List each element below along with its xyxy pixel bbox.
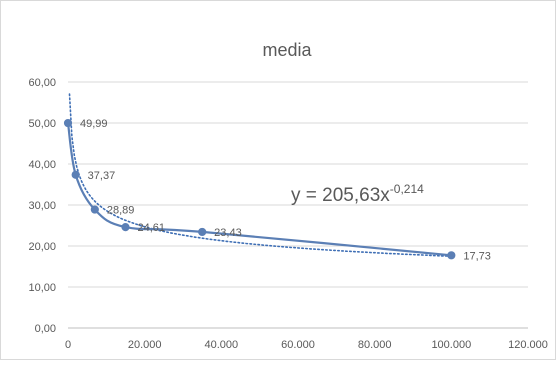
series-layer xyxy=(63,118,456,260)
trendline-layer xyxy=(68,93,453,258)
data-label: 37,37 xyxy=(88,170,116,182)
x-tick-label: 120.000 xyxy=(508,339,548,351)
y-tick-label: 50,00 xyxy=(28,118,56,130)
data-label: 24,61 xyxy=(138,222,166,234)
x-tick-label: 0 xyxy=(65,339,71,351)
data-point xyxy=(90,205,99,214)
data-point xyxy=(198,227,207,237)
y-tick-label: 20,00 xyxy=(28,241,56,253)
x-tick-label: 80.000 xyxy=(358,339,392,351)
gridlines xyxy=(68,81,528,288)
y-tick-label: 0,00 xyxy=(35,323,56,335)
chart-title: media xyxy=(262,40,312,60)
y-tick-label: 10,00 xyxy=(28,282,56,294)
data-point xyxy=(121,222,130,232)
trendline-equation: y = 205,63x-0,214 xyxy=(291,182,424,206)
x-tick-label: 40.000 xyxy=(205,339,239,351)
trendline-equation-exponent: -0,214 xyxy=(390,182,424,196)
data-point xyxy=(63,118,73,128)
data-point xyxy=(71,170,80,179)
data-label: 23,43 xyxy=(214,227,242,239)
axes: 0,00 10,00 20,00 30,00 40,00 50,00 60,00 0 20.00… xyxy=(28,77,547,351)
y-tick-label: 40,00 xyxy=(28,159,56,171)
trendline-equation-base: y = 205,63x xyxy=(291,185,390,206)
data-label: 49,99 xyxy=(80,118,108,130)
x-tick-label: 20.000 xyxy=(128,339,162,351)
y-tick-label: 60,00 xyxy=(28,77,56,89)
data-point xyxy=(447,251,456,260)
trendline xyxy=(68,93,453,258)
data-label: 28,89 xyxy=(107,205,135,217)
data-label: 17,73 xyxy=(463,250,491,262)
x-tick-label: 100.000 xyxy=(431,339,471,351)
x-tick-label: 60.000 xyxy=(281,339,315,351)
y-tick-label: 30,00 xyxy=(28,200,56,212)
